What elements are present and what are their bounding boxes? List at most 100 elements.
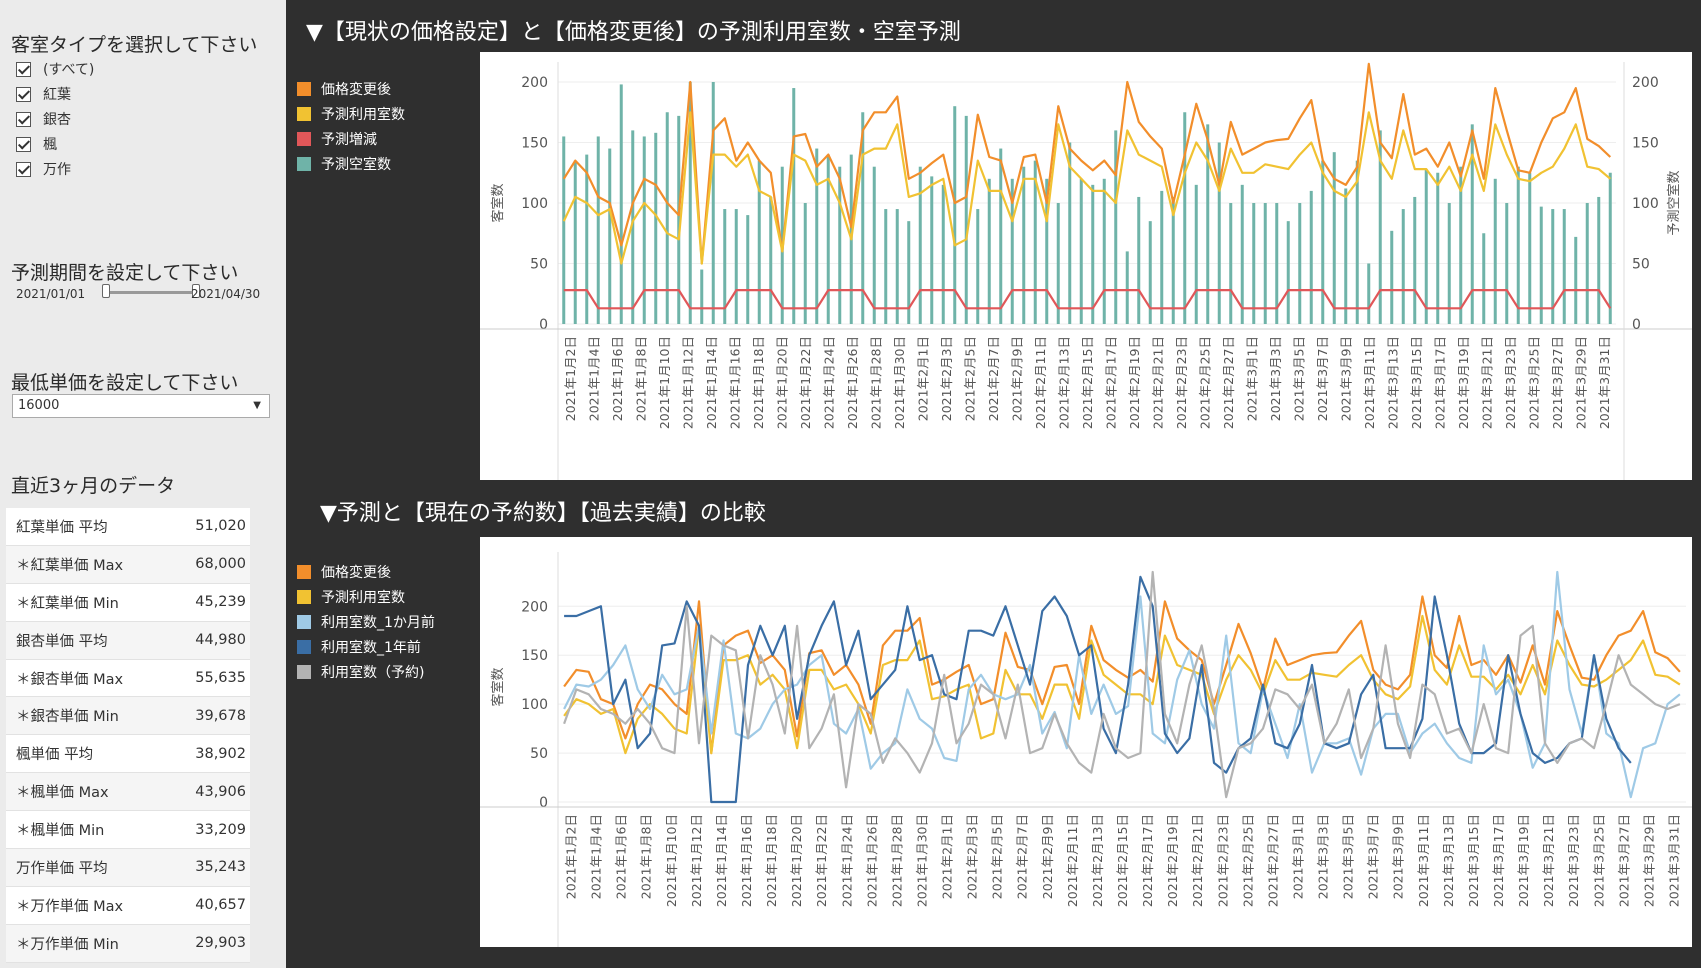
x-tick-label: 2021年1月22日 — [814, 814, 829, 907]
legend-label: 価格変更後 — [321, 81, 391, 98]
x-tick-label: 2021年3月15日 — [1409, 336, 1424, 429]
stats-row: ＊紅葉単価 Min 45,239 — [6, 583, 250, 622]
legend-item[interactable]: 利用室数（予約) — [297, 659, 435, 684]
room-type-option[interactable]: (すべて) — [16, 58, 94, 80]
stat-value: 68,000 — [195, 556, 246, 573]
y-tick-label: 100 — [521, 697, 548, 713]
bar-mark — [861, 112, 865, 324]
x-tick-label: 2021年3月15日 — [1466, 814, 1481, 907]
series-line — [562, 111, 1612, 265]
bar-mark — [976, 209, 980, 324]
period-slider[interactable]: 2021/01/01 2021/04/30 — [16, 283, 276, 303]
legend-item[interactable]: 予測空室数 — [297, 151, 405, 176]
checkbox[interactable] — [16, 136, 31, 152]
x-tick-label: 2021年1月26日 — [845, 336, 860, 429]
x-tick-label: 2021年2月27日 — [1221, 336, 1236, 429]
legend-item[interactable]: 利用室数_1か月前 — [297, 609, 435, 634]
stats-row: 万作単価 平均 35,243 — [6, 849, 250, 887]
series-line — [564, 575, 1632, 804]
stat-label: ＊銀杏単価 Max — [16, 671, 124, 688]
bar-mark — [1528, 172, 1532, 324]
stats-row: ＊紅葉単価 Max 68,000 — [6, 545, 250, 584]
room-type-title: 客室タイプを選択して下さい — [11, 34, 258, 56]
chart1-title: ▼【現状の価格設定】と【価格変更後】の予測利用室数・空室予測 — [306, 20, 961, 45]
legend-swatch — [297, 589, 311, 604]
bar-mark — [918, 166, 922, 324]
x-tick-label: 2021年1月10日 — [657, 336, 672, 429]
stat-value: 35,243 — [195, 859, 246, 876]
room-type-label: 万作 — [43, 162, 71, 178]
y-right-tick-label: 0 — [1632, 317, 1641, 333]
stat-value: 33,209 — [195, 821, 246, 838]
legend-item[interactable]: 価格変更後 — [297, 559, 435, 584]
period-start-handle[interactable] — [102, 284, 110, 298]
period-slider-track[interactable] — [106, 291, 198, 294]
bar-mark — [964, 115, 968, 324]
bar-mark — [1424, 169, 1428, 324]
stat-value: 29,903 — [195, 935, 246, 952]
x-tick-label: 2021年1月6日 — [614, 814, 629, 899]
x-tick-label: 2021年3月27日 — [1550, 336, 1565, 429]
y-tick-label: 200 — [521, 75, 548, 91]
legend-item[interactable]: 利用室数_1年前 — [297, 634, 435, 659]
x-tick-label: 2021年1月24日 — [839, 814, 854, 907]
bar-mark — [665, 112, 669, 324]
chart1-legend: 価格変更後予測利用室数 予測増減 予測空室数 — [297, 76, 405, 176]
legend-label: 利用室数（予約) — [321, 664, 425, 681]
period-end-handle[interactable] — [192, 284, 200, 298]
stat-label: ＊銀杏単価 Min — [16, 709, 119, 726]
bar-mark — [700, 269, 704, 324]
chart2-legend: 価格変更後 予測利用室数利用室数_1か月前利用室数_1年前利用室数（予約) — [297, 559, 435, 684]
x-tick-label: 2021年2月23日 — [1215, 814, 1230, 907]
x-tick-label: 2021年3月3日 — [1268, 336, 1283, 421]
x-tick-label: 2021年2月15日 — [1080, 336, 1095, 429]
x-tick-label: 2021年2月27日 — [1265, 814, 1280, 907]
stat-label: 紅葉単価 平均 — [16, 519, 108, 536]
x-tick-label: 2021年2月17日 — [1140, 814, 1155, 907]
bar-mark — [1114, 130, 1118, 324]
legend-item[interactable]: 予測増減 — [297, 126, 405, 151]
stat-value: 40,657 — [195, 897, 246, 914]
checkbox[interactable] — [16, 161, 31, 177]
bar-mark — [826, 154, 830, 324]
checkbox[interactable] — [16, 86, 31, 102]
bar-mark — [1597, 196, 1601, 324]
bar-mark — [1367, 263, 1371, 324]
chart2-title: ▼予測と【現在の予約数】【過去実績】の比較 — [320, 501, 766, 526]
y-right-tick-label: 200 — [1632, 75, 1659, 91]
room-type-option[interactable]: 紅葉 — [16, 83, 71, 105]
x-tick-label: 2021年3月3日 — [1316, 814, 1331, 899]
bar-mark — [723, 209, 727, 324]
bar-mark — [596, 136, 600, 324]
bar-mark — [1033, 160, 1037, 324]
x-tick-label: 2021年1月2日 — [564, 814, 579, 899]
x-tick-label: 2021年3月9日 — [1391, 814, 1406, 899]
legend-item[interactable]: 予測利用室数 — [297, 101, 405, 126]
sidebar: 客室タイプを選択して下さい (すべて) 紅葉 銀杏楓万作 予測期間を設定して下さい … — [0, 0, 286, 968]
x-tick-label: 2021年2月23日 — [1174, 336, 1189, 429]
legend-item[interactable]: 価格変更後 — [297, 76, 405, 101]
x-tick-label: 2021年1月26日 — [864, 814, 879, 907]
room-type-option[interactable]: 楓 — [16, 133, 57, 155]
bar-mark — [803, 203, 807, 324]
x-tick-label: 2021年2月7日 — [1015, 814, 1030, 899]
chevron-down-icon: ▼ — [253, 400, 261, 411]
x-tick-label: 2021年1月4日 — [589, 814, 604, 899]
x-tick-label: 2021年3月7日 — [1366, 814, 1381, 899]
bar-mark — [1378, 130, 1382, 324]
bar-mark — [907, 221, 911, 324]
chart1-svg: 0 50 100 150 200 客室数 0 50 100 150 200 予測空室数 2021年1月2… — [480, 62, 1692, 480]
checkbox[interactable] — [16, 61, 31, 77]
x-tick-label: 2021年3月11日 — [1416, 814, 1431, 907]
legend-label: 利用室数_1か月前 — [321, 614, 435, 631]
stat-label: ＊万作単価 Min — [16, 936, 119, 953]
min-price-select[interactable]: 16000 ▼ — [12, 394, 270, 418]
room-type-option[interactable]: 銀杏 — [16, 108, 71, 130]
room-type-option[interactable]: 万作 — [16, 158, 71, 180]
x-tick-label: 2021年1月2日 — [563, 336, 578, 421]
checkbox[interactable] — [16, 111, 31, 127]
bar-mark — [930, 176, 934, 324]
bar-mark — [1482, 233, 1486, 324]
legend-item[interactable]: 予測利用室数 — [297, 584, 435, 609]
stats-row: ＊楓単価 Max 43,906 — [6, 773, 250, 812]
